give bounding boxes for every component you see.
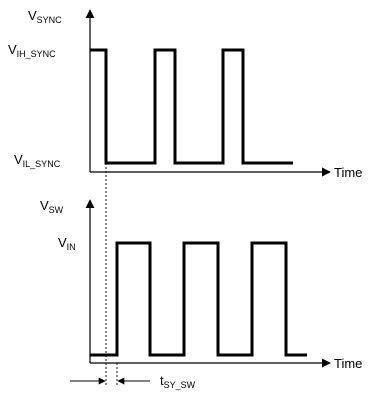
- sync-axis-label: VSYNC: [28, 8, 62, 25]
- delay-label: tSY_SW: [160, 373, 196, 390]
- sync-waveform: [90, 50, 293, 163]
- sw-waveform: [90, 243, 307, 355]
- sync-time-label: Time: [334, 165, 362, 180]
- sync-high-label: VIH_SYNC: [8, 42, 56, 59]
- sw-axis-label: VSW: [40, 198, 64, 215]
- sync-low-label: VIL_SYNC: [14, 152, 61, 169]
- sw-time-label: Time: [334, 356, 362, 371]
- sw-high-label: VIN: [58, 235, 76, 252]
